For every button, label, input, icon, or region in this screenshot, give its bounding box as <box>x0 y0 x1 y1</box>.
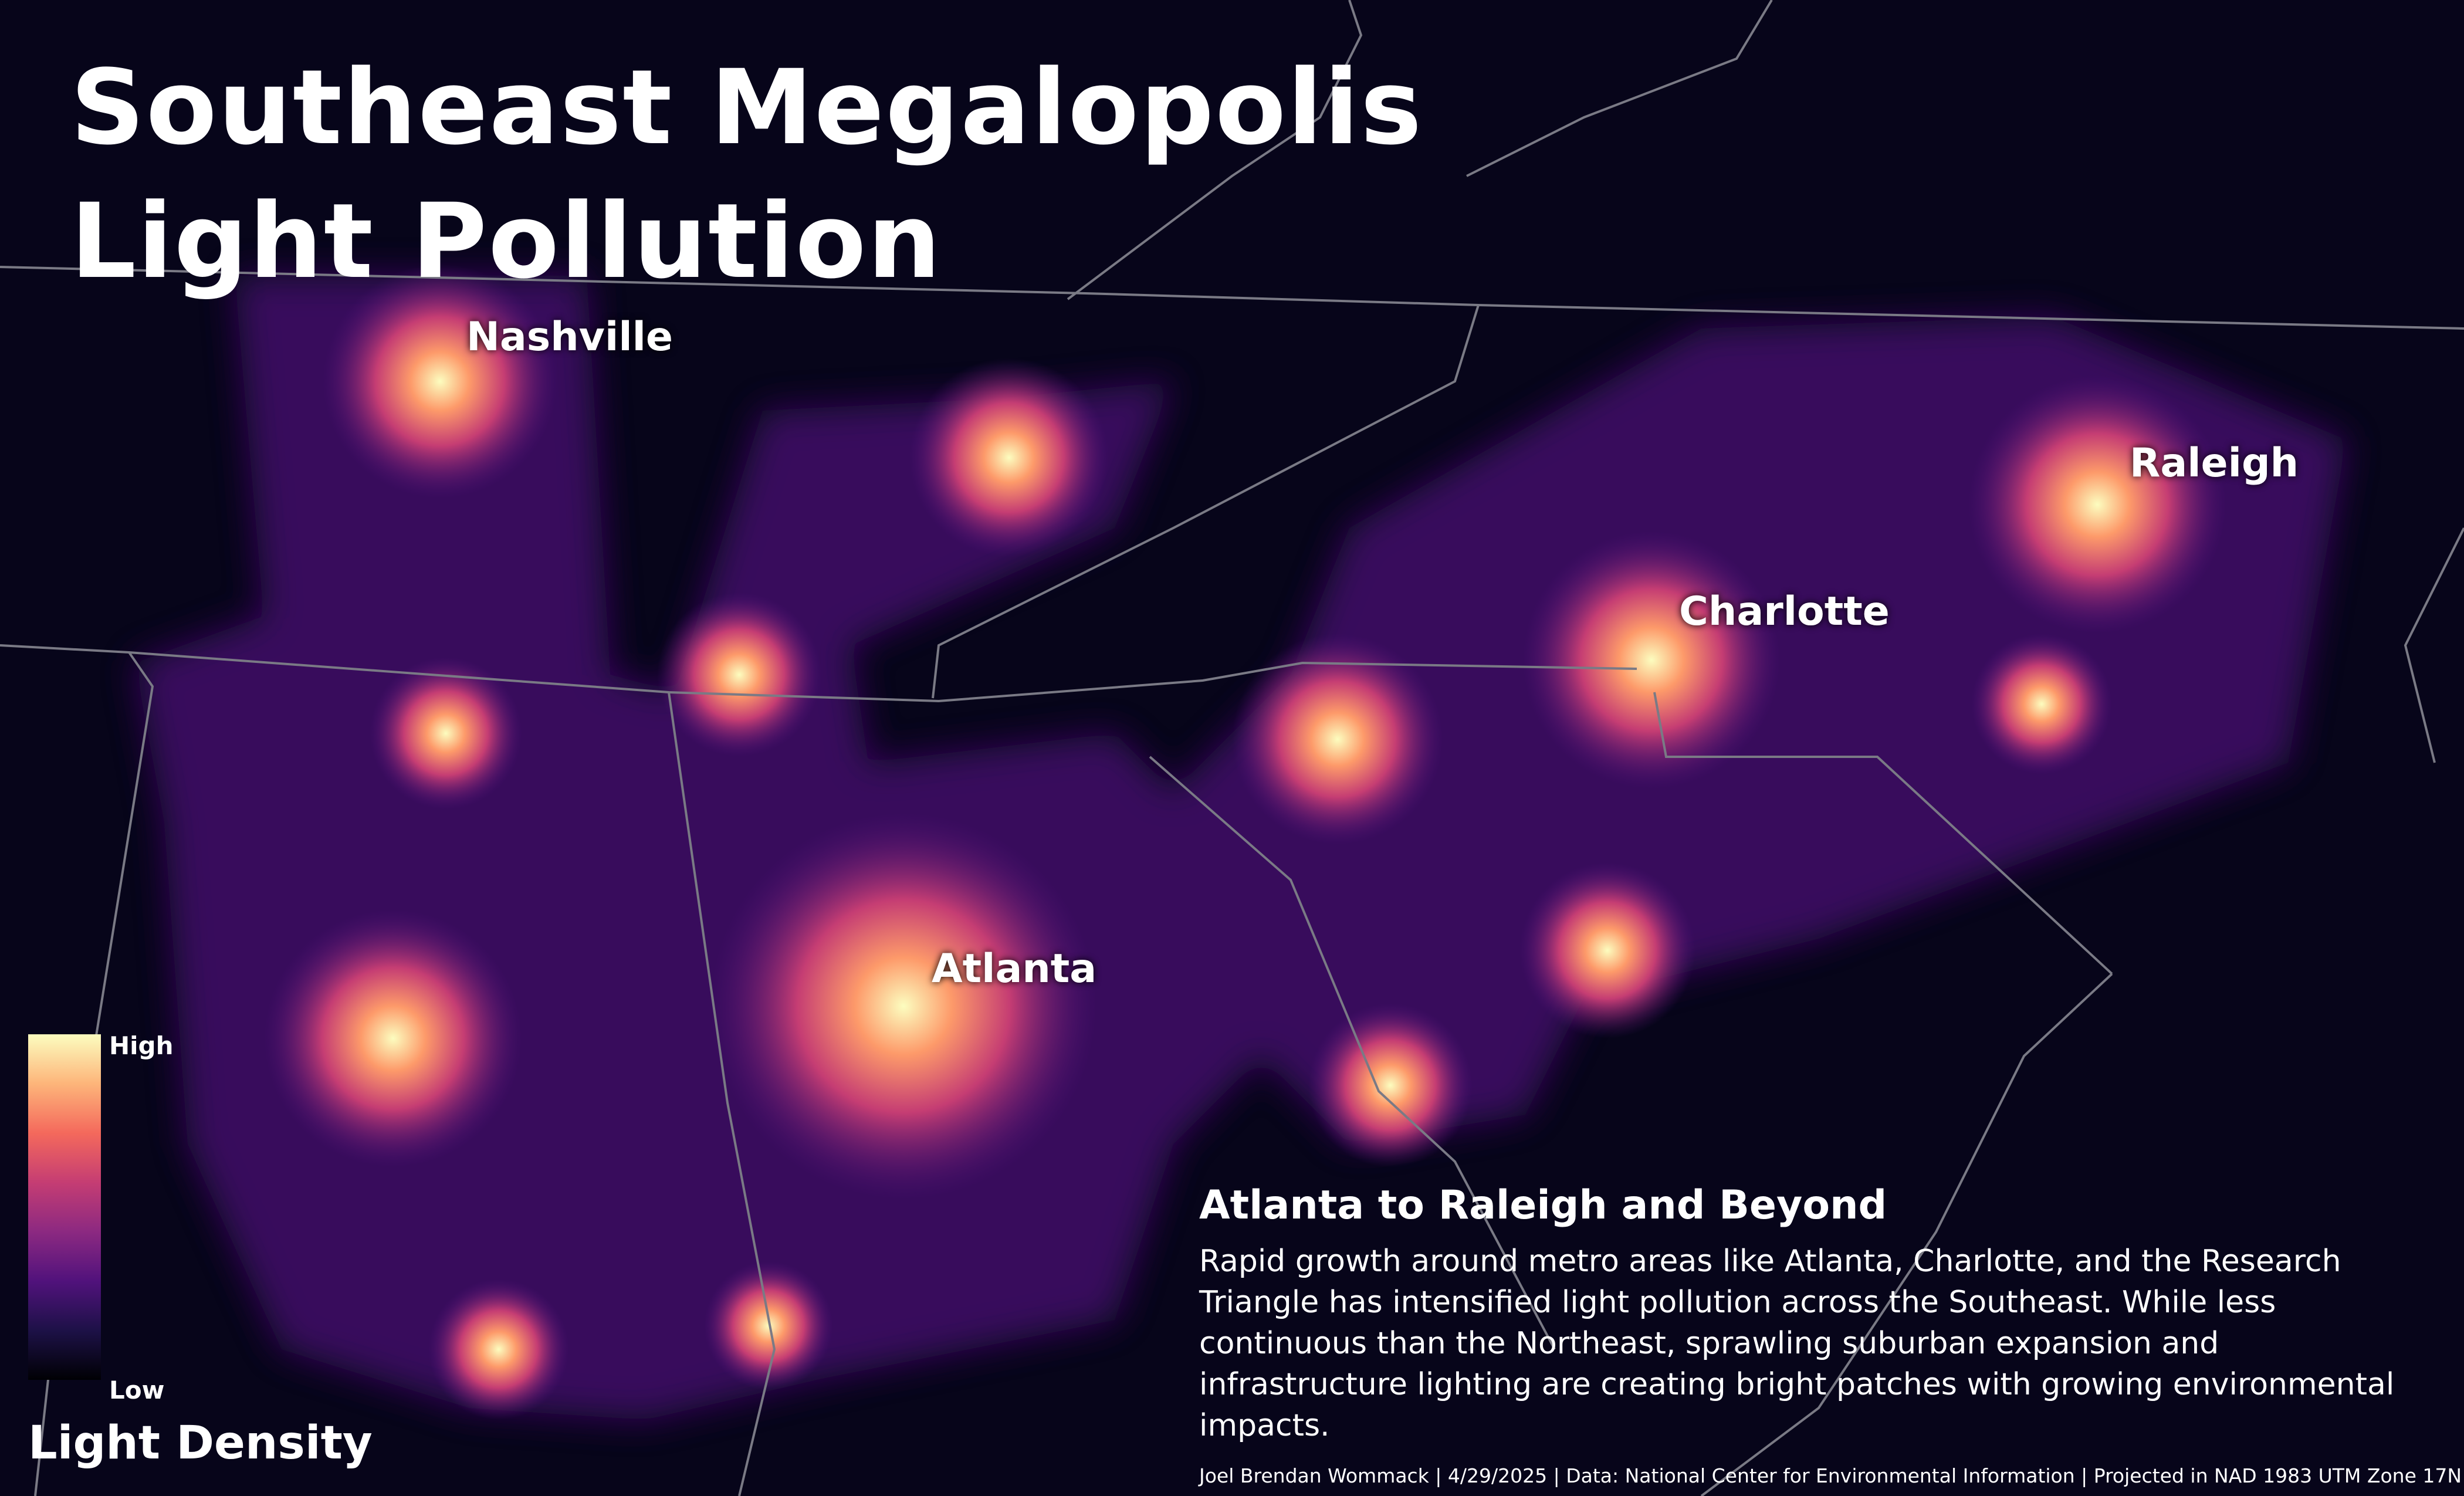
city-label: Charlotte <box>1679 588 1890 635</box>
glow <box>370 657 522 810</box>
glow <box>1232 634 1443 845</box>
city-label: Nashville <box>466 314 673 360</box>
glow <box>909 358 1109 557</box>
border <box>1700 973 2113 1496</box>
glow <box>264 909 522 1167</box>
legend-ramp <box>28 1034 101 1380</box>
border <box>932 304 1480 699</box>
city-glows <box>264 264 2226 1420</box>
border <box>1149 756 1556 1350</box>
glow <box>710 813 1097 1200</box>
credits: Joel Brendan Wommack | 4/29/2025 | Data:… <box>1199 1464 2462 1487</box>
border <box>0 266 2464 330</box>
glow <box>1971 634 2112 774</box>
border <box>1466 0 1773 177</box>
lit-region <box>135 276 2347 1420</box>
legend-low: Low <box>109 1376 165 1404</box>
legend-title: Light Density <box>28 1417 373 1470</box>
glow <box>704 1261 833 1390</box>
glow <box>1522 531 1781 789</box>
glow <box>1968 375 2226 634</box>
glow <box>1308 1003 1473 1167</box>
border <box>1067 0 1363 300</box>
city-label: Atlanta <box>932 946 1097 992</box>
border <box>668 692 776 1496</box>
border <box>2404 527 2464 763</box>
border <box>1653 692 2113 975</box>
title: Southeast Megalopolis Light Pollution <box>70 48 1423 302</box>
description-heading: Atlanta to Raleigh and Beyond <box>1199 1182 1887 1228</box>
glow <box>428 1279 569 1420</box>
city-label: Raleigh <box>2130 440 2299 486</box>
legend-high: High <box>109 1031 174 1060</box>
glow <box>323 264 557 499</box>
glow <box>1519 862 1695 1038</box>
glow <box>657 593 821 757</box>
description-body: Rapid growth around metro areas like Atl… <box>1199 1244 2395 1443</box>
